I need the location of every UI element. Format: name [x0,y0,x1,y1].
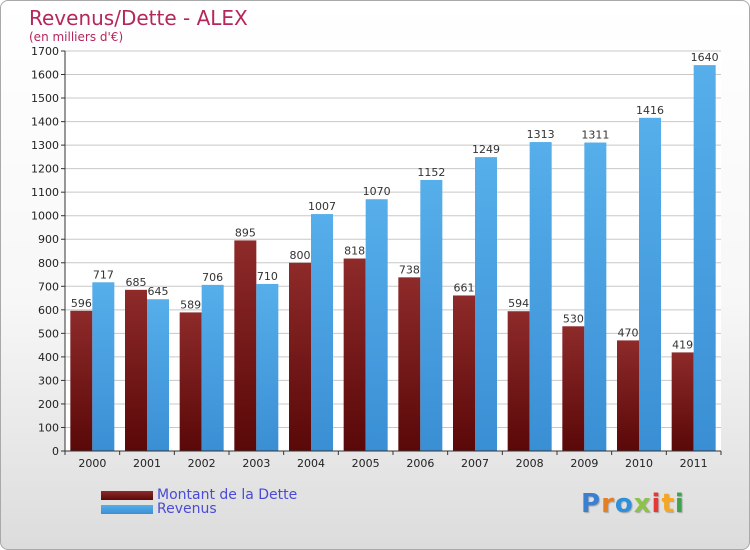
x-tick-label: 2006 [406,457,434,470]
bar-dette-2006 [398,277,421,451]
data-label-revenus-2007: 1249 [472,143,500,156]
bar-revenus-2003 [256,283,279,451]
legend-swatch-revenus [101,504,153,514]
y-tick-label: 500 [38,327,59,340]
y-tick-label: 1500 [31,92,59,105]
y-tick-label: 400 [38,351,59,364]
data-label-dette-2000: 596 [71,297,92,310]
x-tick-label: 2007 [461,457,489,470]
y-tick-label: 800 [38,257,59,270]
y-tick-label: 1200 [31,163,59,176]
data-label-dette-2011: 419 [672,338,693,351]
data-label-dette-2006: 738 [399,263,420,276]
data-label-revenus-2008: 1313 [527,128,555,141]
y-tick-label: 300 [38,374,59,387]
y-tick-label: 0 [52,445,59,458]
logo-letter: o [614,489,634,519]
bar-dette-2001 [125,289,147,451]
data-label-revenus-2000: 717 [93,268,114,281]
y-tick-label: 900 [38,233,59,246]
logo-letter: i [674,489,685,519]
x-tick-label: 2010 [625,457,653,470]
logo-letter: i [651,489,662,519]
data-label-dette-2005: 818 [344,245,365,258]
logo-letter: x [633,489,652,519]
y-tick-label: 100 [38,421,59,434]
x-tick-label: 2011 [680,457,708,470]
bar-dette-2005 [343,258,366,451]
data-label-dette-2008: 594 [508,297,529,310]
x-tick-label: 2005 [352,457,380,470]
bar-dette-2000 [70,310,93,451]
chart-title: Revenus/Dette - ALEX [29,6,248,30]
data-label-revenus-2010: 1416 [636,104,664,117]
data-label-revenus-2005: 1070 [363,185,391,198]
bar-dette-2007 [453,295,475,451]
bar-revenus-2009 [584,142,607,451]
data-label-revenus-2011: 1640 [691,51,719,64]
logo-letter: r [601,489,615,519]
bar-revenus-2006 [420,179,443,452]
bar-revenus-2002 [201,284,224,451]
legend-swatch-dette [101,490,153,500]
x-tick-label: 2002 [188,457,216,470]
plot-area [65,51,721,451]
legend-item-dette: Montant de la Dette [101,487,297,503]
y-tick-label: 1300 [31,139,59,152]
bar-revenus-2004 [311,214,333,451]
data-label-revenus-2009: 1311 [581,129,609,142]
bar-revenus-2008 [529,142,552,451]
data-label-revenus-2004: 1007 [308,200,336,213]
logo-letter: t [661,489,675,519]
x-tick-label: 2003 [242,457,270,470]
data-label-revenus-2006: 1152 [417,166,445,179]
x-tick-label: 2009 [570,457,598,470]
data-label-dette-2003: 895 [235,226,256,239]
legend-label-dette: Montant de la Dette [157,487,298,503]
y-tick-label: 600 [38,304,59,317]
x-tick-label: 2004 [297,457,325,470]
y-tick-label: 1000 [31,210,59,223]
bar-revenus-2010 [639,117,661,451]
x-tick-label: 2000 [78,457,106,470]
legend-label-revenus: Revenus [157,501,217,517]
data-label-revenus-2003: 710 [257,270,278,283]
data-label-dette-2009: 530 [563,312,584,325]
x-tick-label: 2001 [133,457,161,470]
data-label-dette-2002: 589 [180,298,201,311]
data-label-revenus-2002: 706 [202,271,223,284]
bar-revenus-2007 [475,157,497,451]
data-label-revenus-2001: 645 [148,285,169,298]
bar-dette-2003 [234,240,257,451]
bar-revenus-2005 [365,199,388,451]
bar-dette-2010 [617,340,639,451]
bar-dette-2011 [671,352,694,451]
bar-dette-2009 [562,326,585,451]
data-label-dette-2001: 685 [126,276,147,289]
logo-letter: P [581,489,602,519]
y-tick-label: 1700 [31,45,59,58]
y-tick-label: 1600 [31,69,59,82]
legend-item-revenus: Revenus [101,501,217,517]
y-tick-label: 1400 [31,116,59,129]
y-tick-label: 200 [38,398,59,411]
bar-dette-2004 [289,262,311,451]
y-tick-label: 700 [38,280,59,293]
bar-dette-2002 [179,312,202,451]
data-label-dette-2004: 800 [290,249,311,262]
bar-revenus-2000 [92,282,115,451]
x-tick-label: 2008 [516,457,544,470]
chart-subtitle: (en milliers d'€) [29,30,124,44]
bar-revenus-2001 [147,299,169,451]
data-label-dette-2010: 470 [618,326,639,339]
bar-dette-2008 [507,311,530,451]
bar-revenus-2011 [693,65,716,451]
data-label-dette-2007: 661 [454,281,475,294]
proxiti-logo: Proxiti [581,489,685,519]
y-tick-label: 1100 [31,186,59,199]
